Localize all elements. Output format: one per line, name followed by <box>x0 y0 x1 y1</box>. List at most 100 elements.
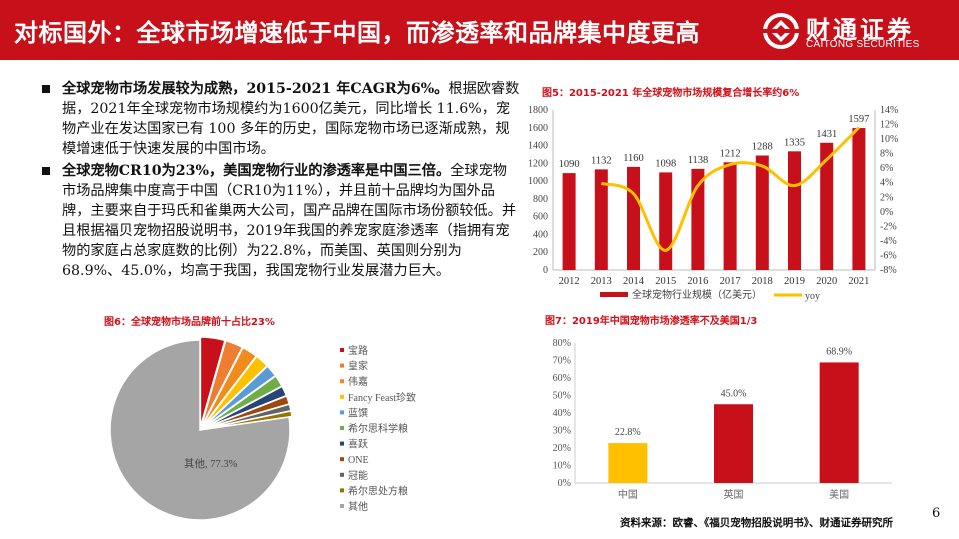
legend-bar-label: 全球宠物行业规模（亿美元） <box>632 288 762 301</box>
yoy-line <box>600 126 860 252</box>
legend-label: 希尔思处方粮 <box>348 484 408 497</box>
legend-line-label: yoy <box>805 291 820 302</box>
bar <box>594 169 608 270</box>
bar-value-label: 1597 <box>848 114 869 125</box>
y-tick-label: 200 <box>533 247 548 258</box>
bar <box>723 162 737 270</box>
legend-label: 伟嘉 <box>348 375 368 388</box>
y2-tick-label: -6% <box>880 250 897 261</box>
bar <box>562 173 576 270</box>
header-bar: 对标国外：全球市场增速低于中国，而渗透率和品牌集中度更高 财通证券 CAITON… <box>0 0 959 60</box>
bar-value-label: 1138 <box>688 155 709 166</box>
y-tick-label: 0 <box>543 265 548 276</box>
y-tick-label: 1800 <box>528 105 548 116</box>
y-tick-label: 10% <box>553 461 571 472</box>
bar-value-label: 1098 <box>655 158 676 169</box>
y-tick-label: 1200 <box>528 158 548 169</box>
legend-swatch <box>340 394 344 399</box>
y-tick-label: 0% <box>558 478 571 489</box>
bullet-1-heading: 全球宠物市场发展较为成熟，2015-2021 年CAGR为6%。 <box>62 81 449 97</box>
x-tick-label: 英国 <box>724 488 744 501</box>
x-tick-label: 2012 <box>559 276 580 287</box>
legend-label: ONE <box>348 455 369 466</box>
bar-value-label: 1335 <box>784 137 805 148</box>
bar <box>659 172 673 270</box>
source-note: 资料来源：欧睿、《福贝宠物招股说明书》、财通证券研究所 <box>620 517 893 529</box>
x-tick-label: 2014 <box>623 276 645 287</box>
legend-swatch <box>340 348 344 352</box>
legend-swatch <box>340 488 344 493</box>
y2-tick-label: -2% <box>880 221 897 232</box>
legend-swatch <box>340 472 344 477</box>
legend-swatch <box>340 363 344 368</box>
x-tick-label: 中国 <box>618 488 638 501</box>
y-tick-label: 400 <box>533 229 548 240</box>
bar-value-label: 1160 <box>623 153 644 164</box>
x-tick-label: 2016 <box>687 276 708 287</box>
bar-value-label: 68.9% <box>826 346 852 357</box>
legend-label: Fancy Feast珍致 <box>348 391 416 404</box>
y-tick-label: 50% <box>553 391 571 402</box>
chart5-bar-line: 0 200 400 600 800 1000 1200 1400 1600 1800 -8% -6% -… <box>528 105 898 302</box>
y-tick-label: 70% <box>553 356 571 367</box>
x-tick-label: 2020 <box>816 276 837 287</box>
legend-swatch <box>340 426 344 430</box>
bar-value-label: 1431 <box>816 129 837 140</box>
legend-label: 皇家 <box>348 360 368 373</box>
logo-en: CAITONG SECURITIES <box>806 39 920 50</box>
body-text: 全球宠物市场发展较为成熟，2015-2021 年CAGR为6%。根据欧睿数据，2… <box>40 79 520 281</box>
bullet-1: 全球宠物市场发展较为成熟，2015-2021 年CAGR为6%。根据欧睿数据，2… <box>40 79 520 159</box>
bar <box>755 155 769 270</box>
y-tick-label: 80% <box>553 338 571 349</box>
bar <box>608 443 648 483</box>
bar-value-label: 22.8% <box>615 427 641 438</box>
legend-swatch <box>340 379 344 384</box>
y2-tick-label: 8% <box>880 149 893 160</box>
legend-label: 冠能 <box>348 469 368 482</box>
bullet-2-text: 全球宠物市场品牌集中度高于中国（CR10为11%），并且前十品牌均为国外品牌，主… <box>62 163 517 279</box>
bar <box>714 404 753 483</box>
legend-swatch <box>340 504 344 508</box>
bullet-2-heading: 全球宠物CR10为23%，美国宠物行业的渗透率是中国三倍。 <box>62 163 451 179</box>
y2-tick-label: 6% <box>880 163 893 174</box>
chart7-title: 图7：2019年中国宠物市场渗透率不及美国1/3 <box>545 316 758 327</box>
bar-value-label: 1212 <box>720 148 741 159</box>
legend-label: 宝路 <box>348 344 368 357</box>
y-tick-label: 20% <box>553 443 571 454</box>
y-tick-label: 1400 <box>528 141 548 152</box>
chart7-bar: 0% 10% 20% 30% 40% 50% 60% 70% 80% 22.8% 中国 45.0% 英国… <box>553 338 892 501</box>
x-tick-label: 2013 <box>591 276 612 287</box>
legend-swatch <box>340 457 344 462</box>
x-tick-label: 2019 <box>784 276 805 287</box>
logo-cn: 财通证券 <box>806 16 914 44</box>
x-tick-label: 2018 <box>752 276 773 287</box>
y-tick-label: 1000 <box>528 176 548 187</box>
chart6-title: 图6：全球宠物市场品牌前十占比23% <box>104 317 275 328</box>
legend-swatch <box>340 441 344 446</box>
legend-label: 希尔思科学粮 <box>348 422 408 435</box>
logo-icon <box>762 13 800 49</box>
pie-data-label: 其他, 77.3% <box>184 457 238 470</box>
legend-bar-swatch <box>600 292 628 297</box>
pie-slice <box>202 410 293 431</box>
legend-label: 喜跃 <box>348 438 368 451</box>
legend-swatch <box>340 410 344 415</box>
x-tick-label: 美国 <box>829 488 849 501</box>
legend-label: 其他 <box>348 500 368 513</box>
pie-slice <box>109 339 291 520</box>
y2-tick-label: 12% <box>880 120 898 131</box>
bullet-1-text: 根据欧睿数据，2021年全球宠物市场规模约为1600亿美元，同比增长 11.6%… <box>62 81 520 157</box>
bar <box>788 151 801 270</box>
bar-value-label: 1090 <box>559 159 580 170</box>
y2-tick-label: -4% <box>880 236 897 247</box>
company-logo: 财通证券 CAITONG SECURITIES <box>762 10 952 52</box>
bullet-2: 全球宠物CR10为23%，美国宠物行业的渗透率是中国三倍。全球宠物市场品牌集中度… <box>40 161 520 281</box>
x-tick-label: 2017 <box>720 276 741 287</box>
legend-label: 蓝馔 <box>348 407 368 419</box>
x-tick-label: 2021 <box>848 276 869 287</box>
page-number: 6 <box>932 506 941 521</box>
y2-tick-label: 4% <box>880 178 893 189</box>
y-tick-label: 30% <box>553 426 571 437</box>
y2-tick-label: 14% <box>880 105 898 116</box>
